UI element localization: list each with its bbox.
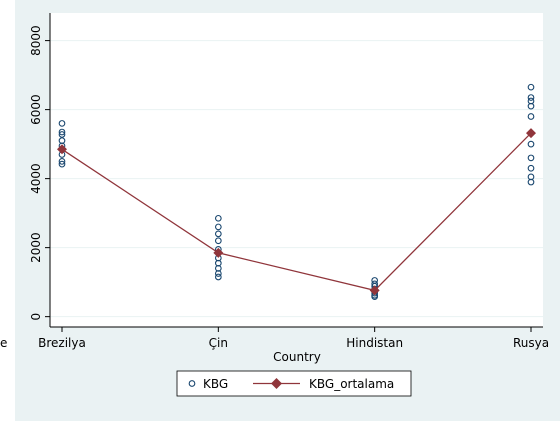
y-tick-label-4000: 4000: [29, 163, 43, 194]
y-tick-label-2000: 2000: [29, 232, 43, 263]
legend: KBG KBG_ortalama: [177, 371, 411, 396]
y-tick-label-0: 0: [29, 313, 43, 321]
x-tick-label-Hindistan: Hindistan: [346, 336, 403, 350]
x-tick-label-Brezilya: Brezilya: [38, 336, 86, 350]
x-tick-label-Rusya: Rusya: [513, 336, 549, 350]
x-tick-label-Çin: Çin: [209, 336, 228, 350]
legend-kbg-ortalama-label: KBG_ortalama: [309, 377, 394, 391]
plot-area: [50, 13, 543, 327]
x-axis-label: Country: [273, 350, 321, 364]
cropped-edge-text: e: [0, 336, 7, 350]
y-tick-label-6000: 6000: [29, 94, 43, 125]
y-tick-label-8000: 8000: [29, 25, 43, 56]
legend-kbg-label: KBG: [203, 377, 228, 391]
